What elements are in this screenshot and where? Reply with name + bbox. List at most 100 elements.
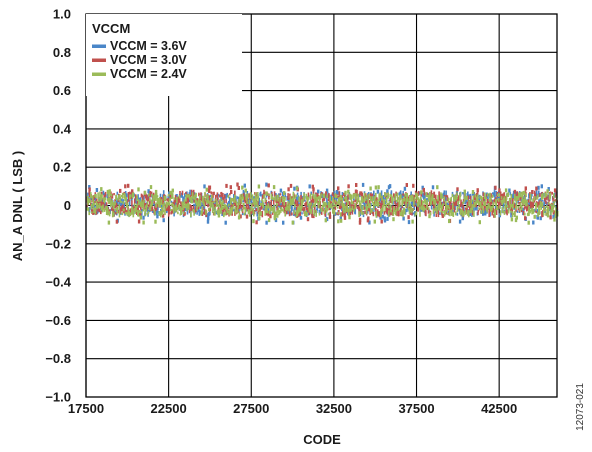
data-point [139, 201, 141, 204]
data-point [417, 197, 420, 204]
data-point [363, 206, 366, 210]
data-point [358, 211, 360, 218]
data-point [528, 201, 531, 206]
data-point [526, 199, 528, 207]
data-point [518, 192, 521, 198]
data-point [225, 199, 227, 204]
data-point [180, 201, 182, 204]
data-point [521, 196, 524, 204]
data-point [312, 198, 315, 203]
data-point [474, 193, 477, 198]
data-point [217, 213, 221, 218]
data-point [133, 207, 136, 212]
data-point [456, 206, 459, 213]
data-point [461, 216, 464, 221]
data-point [434, 208, 437, 212]
data-point [443, 198, 445, 206]
data-point [269, 211, 272, 215]
data-point [95, 211, 98, 215]
data-point [188, 203, 190, 210]
data-point [497, 198, 500, 202]
y-tick-labels: 1.0 0.8 0.6 0.4 0.2 0 −0.2 −0.4 −0.6 −0.8 −1.0 [45, 7, 71, 405]
data-point [236, 206, 239, 212]
data-point [342, 202, 345, 209]
data-point [90, 211, 93, 214]
data-point [206, 213, 210, 218]
data-point [509, 192, 512, 196]
data-point [515, 215, 518, 220]
data-point [428, 194, 431, 202]
data-point [466, 211, 469, 216]
data-point [499, 205, 501, 209]
data-point [234, 190, 236, 198]
data-point [272, 185, 276, 190]
data-point [189, 189, 191, 197]
data-point [320, 193, 322, 197]
x-tick-label: 22500 [151, 401, 187, 416]
data-point [555, 207, 557, 214]
data-point [168, 205, 171, 212]
data-point [160, 210, 162, 218]
data-point [409, 203, 412, 208]
data-point [201, 206, 203, 213]
data-point [545, 201, 547, 205]
data-point [449, 201, 451, 208]
data-point [377, 185, 380, 190]
data-point [303, 192, 305, 200]
data-point [184, 193, 186, 197]
data-point [373, 219, 376, 224]
data-point [432, 199, 434, 206]
data-point [271, 196, 274, 200]
data-point [427, 195, 430, 200]
data-point [283, 196, 285, 200]
data-point [376, 202, 378, 207]
data-point [523, 196, 525, 202]
data-point [324, 218, 327, 223]
data-point [374, 185, 378, 190]
data-point [430, 203, 433, 210]
data-point [270, 207, 273, 211]
data-point [223, 205, 225, 209]
data-point [176, 203, 179, 207]
data-point [374, 201, 377, 206]
data-point [495, 199, 497, 206]
data-point [355, 196, 358, 199]
data-point [99, 202, 101, 208]
data-point [245, 201, 248, 204]
data-point [407, 215, 410, 220]
data-point [412, 195, 414, 202]
data-point [374, 196, 376, 202]
data-point [343, 192, 345, 196]
data-point [251, 203, 253, 209]
legend-background [86, 14, 242, 96]
data-point [137, 187, 140, 192]
data-point [459, 193, 461, 201]
data-point [237, 186, 240, 190]
data-point [386, 189, 389, 194]
data-point [514, 203, 516, 206]
data-point [365, 193, 367, 199]
data-point [384, 201, 387, 205]
data-point [503, 210, 506, 215]
data-point [223, 208, 225, 214]
data-point [156, 203, 159, 208]
data-point [247, 198, 250, 206]
data-point [501, 200, 503, 206]
data-point [257, 195, 259, 202]
data-point [341, 197, 344, 205]
data-point [237, 215, 241, 220]
data-point [274, 195, 277, 202]
data-point [185, 194, 187, 202]
data-point [269, 214, 272, 219]
data-point [117, 198, 119, 201]
data-point [249, 192, 252, 199]
data-point [118, 204, 120, 210]
data-point [154, 189, 158, 194]
data-point [214, 209, 216, 216]
data-point [209, 202, 212, 209]
data-point [315, 195, 318, 198]
data-point [265, 200, 268, 206]
data-point [372, 211, 375, 217]
data-point [260, 204, 263, 210]
data-point [109, 197, 112, 203]
